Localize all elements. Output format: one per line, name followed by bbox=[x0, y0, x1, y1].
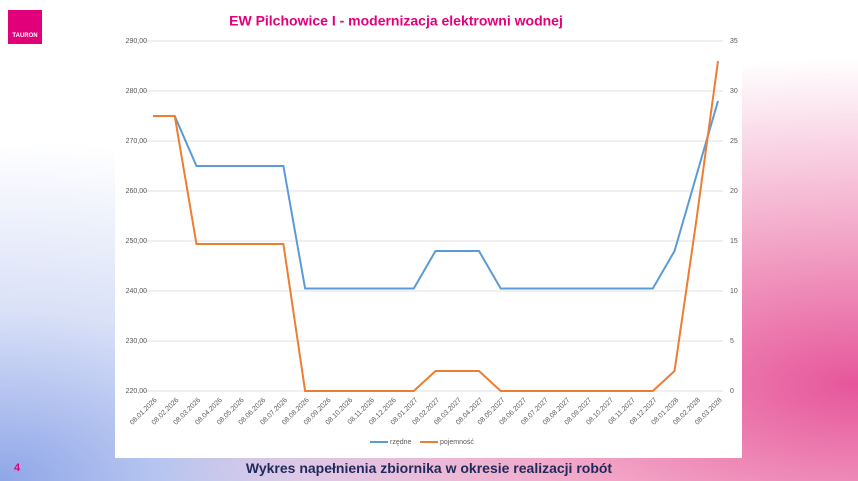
legend-label: pojemność bbox=[440, 439, 474, 446]
legend-label: rzędne bbox=[390, 439, 412, 446]
chart-title: EW Pilchowice I - modernizacja elektrown… bbox=[229, 13, 563, 29]
footer: Wykres napełnienia zbiornika w okresie r… bbox=[245, 460, 613, 476]
y-tick-label: 240,00 bbox=[126, 288, 148, 295]
y-tick-label: 260,00 bbox=[126, 188, 148, 195]
series-line bbox=[153, 100, 719, 290]
y2-tick-label: 20 bbox=[730, 188, 738, 195]
series-line bbox=[153, 60, 719, 392]
y-tick-label: 290,00 bbox=[126, 38, 148, 45]
y-tick-label: 250,00 bbox=[126, 238, 148, 245]
y-tick-label: 220,00 bbox=[126, 388, 148, 395]
page-number: 4 bbox=[14, 462, 21, 474]
y2-tick-label: 5 bbox=[730, 338, 734, 345]
y2-tick-label: 30 bbox=[730, 88, 738, 95]
y2-tick-label: 25 bbox=[730, 138, 738, 145]
y2-tick-label: 15 bbox=[730, 238, 738, 245]
y-tick-label: 270,00 bbox=[126, 138, 148, 145]
y2-tick-label: 35 bbox=[730, 38, 738, 45]
y-tick-label: 230,00 bbox=[126, 338, 148, 345]
logo: TAURON bbox=[8, 10, 42, 44]
y2-tick-label: 0 bbox=[730, 388, 734, 395]
y-tick-label: 280,00 bbox=[126, 88, 148, 95]
y2-tick-label: 10 bbox=[730, 288, 738, 295]
